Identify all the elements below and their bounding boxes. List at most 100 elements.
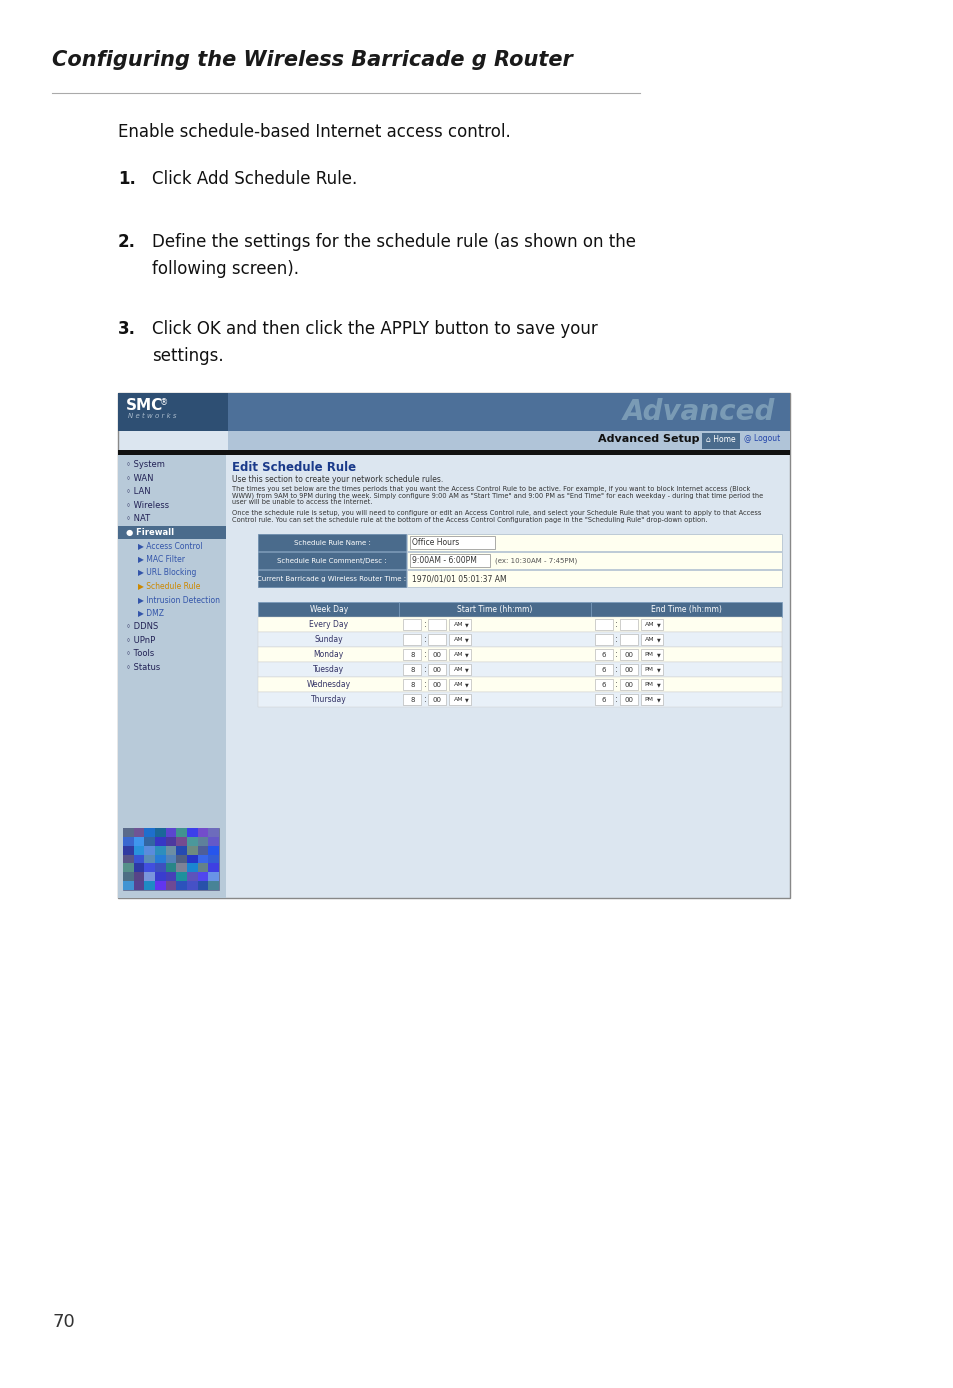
Bar: [403, 694, 421, 705]
Bar: [594, 619, 612, 630]
Bar: [197, 880, 209, 890]
Bar: [154, 863, 166, 872]
Bar: [123, 863, 134, 872]
Text: 70: 70: [52, 1313, 74, 1331]
Bar: [403, 650, 421, 661]
Text: ▼: ▼: [465, 637, 469, 643]
Bar: [449, 634, 471, 645]
Bar: [257, 662, 781, 677]
Text: ▼: ▼: [465, 652, 469, 657]
Text: ▼: ▼: [656, 697, 659, 702]
Text: 6: 6: [600, 666, 605, 673]
Text: ⌂ Home: ⌂ Home: [705, 434, 735, 444]
Text: Edit Schedule Rule: Edit Schedule Rule: [232, 461, 355, 473]
Text: Click Add Schedule Rule.: Click Add Schedule Rule.: [152, 169, 356, 187]
Bar: [197, 854, 209, 863]
Bar: [166, 880, 176, 890]
Text: Use this section to create your network schedule rules.: Use this section to create your network …: [232, 475, 443, 484]
Bar: [166, 863, 176, 872]
Bar: [428, 663, 446, 675]
Text: ▼: ▼: [465, 668, 469, 672]
Text: :: :: [424, 695, 426, 704]
Bar: [208, 872, 219, 881]
Text: Define the settings for the schedule rule (as shown on the: Define the settings for the schedule rul…: [152, 233, 636, 251]
Bar: [410, 554, 490, 568]
Text: Control rule. You can set the schedule rule at the bottom of the Access Control : Control rule. You can set the schedule r…: [232, 516, 707, 523]
Bar: [428, 634, 446, 645]
Text: :: :: [615, 695, 618, 704]
Bar: [154, 880, 166, 890]
Text: @ Logout: @ Logout: [743, 434, 780, 443]
Bar: [208, 880, 219, 890]
Text: Current Barricade g Wireless Router Time :: Current Barricade g Wireless Router Time…: [257, 576, 406, 582]
Text: ◦ NAT: ◦ NAT: [126, 514, 150, 523]
Bar: [407, 570, 781, 587]
Text: Click OK and then click the APPLY button to save your: Click OK and then click the APPLY button…: [152, 321, 598, 339]
Text: AM: AM: [644, 637, 654, 643]
Bar: [640, 663, 662, 675]
Bar: [166, 837, 176, 845]
Text: AM: AM: [453, 652, 462, 657]
Bar: [154, 872, 166, 881]
Text: :: :: [424, 665, 426, 675]
Bar: [133, 837, 145, 845]
Bar: [118, 455, 226, 898]
Bar: [403, 663, 421, 675]
Text: Tuesday: Tuesday: [313, 665, 344, 675]
Bar: [208, 837, 219, 845]
Text: Schedule Rule Comment/Desc :: Schedule Rule Comment/Desc :: [276, 558, 387, 564]
Bar: [257, 534, 406, 551]
Text: following screen).: following screen).: [152, 260, 298, 278]
Text: :: :: [424, 650, 426, 659]
Bar: [176, 845, 188, 855]
Bar: [640, 694, 662, 705]
Bar: [123, 845, 134, 855]
Text: ®: ®: [160, 398, 168, 407]
Bar: [187, 863, 198, 872]
Bar: [407, 534, 781, 551]
Text: ▼: ▼: [656, 637, 659, 643]
Bar: [144, 872, 155, 881]
Bar: [123, 827, 134, 837]
Text: ◦ UPnP: ◦ UPnP: [126, 636, 155, 644]
Text: 1970/01/01 05:01:37 AM: 1970/01/01 05:01:37 AM: [412, 575, 506, 583]
Bar: [619, 663, 637, 675]
Bar: [449, 663, 471, 675]
Text: 8: 8: [410, 682, 415, 687]
Text: 6: 6: [600, 651, 605, 658]
Text: End Time (hh:mm): End Time (hh:mm): [650, 605, 721, 613]
Bar: [118, 526, 226, 539]
Bar: [118, 450, 789, 455]
Bar: [187, 872, 198, 881]
Bar: [594, 679, 612, 690]
Bar: [257, 677, 781, 693]
Bar: [118, 393, 789, 898]
Bar: [640, 679, 662, 690]
Bar: [144, 863, 155, 872]
Bar: [590, 602, 781, 618]
Bar: [208, 845, 219, 855]
Bar: [166, 827, 176, 837]
Bar: [133, 827, 145, 837]
Text: ◦ Wireless: ◦ Wireless: [126, 501, 169, 509]
Bar: [449, 650, 471, 661]
Text: :: :: [615, 680, 618, 688]
Bar: [176, 827, 188, 837]
Bar: [403, 634, 421, 645]
Bar: [619, 619, 637, 630]
Bar: [154, 845, 166, 855]
Text: ▼: ▼: [465, 682, 469, 687]
Text: The times you set below are the times periods that you want the Access Control R: The times you set below are the times pe…: [232, 484, 749, 491]
Text: 3.: 3.: [118, 321, 136, 339]
Bar: [187, 845, 198, 855]
Text: 8: 8: [410, 651, 415, 658]
Text: 00: 00: [433, 666, 441, 673]
Bar: [144, 845, 155, 855]
Text: 1.: 1.: [118, 169, 135, 187]
Text: ▶ Intrusion Detection: ▶ Intrusion Detection: [138, 595, 220, 604]
Text: :: :: [615, 650, 618, 659]
Text: :: :: [424, 680, 426, 688]
Text: Sunday: Sunday: [314, 634, 343, 644]
Bar: [187, 854, 198, 863]
Text: 6: 6: [600, 697, 605, 702]
